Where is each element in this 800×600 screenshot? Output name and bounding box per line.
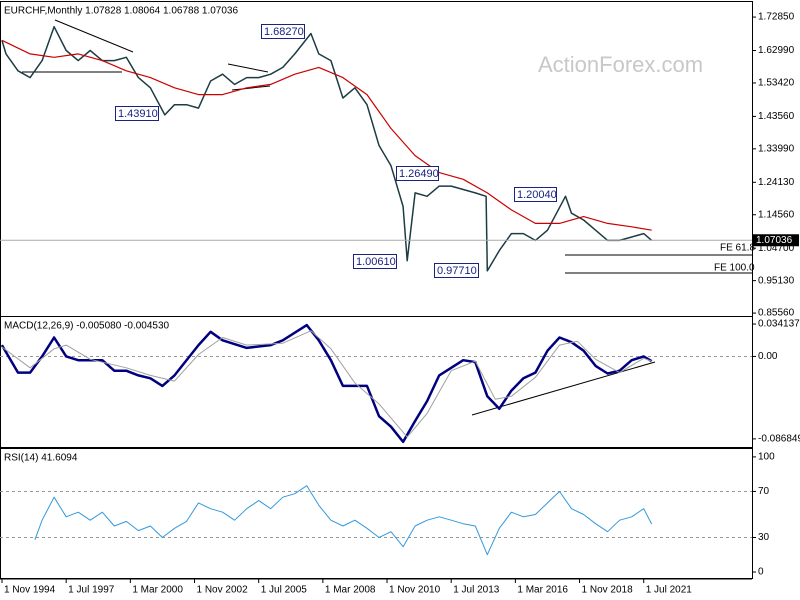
x-tick-label: 1 Mar 2016 [517,585,568,596]
x-tick-label: 1 Jul 1997 [68,585,115,596]
x-tick-label: 1 Nov 1994 [4,585,56,596]
y-tick-label: 0 [758,567,764,578]
x-tick-label: 1 Jul 2005 [261,585,308,596]
y-tick-label: 100 [758,452,775,463]
y-tick-label: 1.33990 [758,143,795,154]
panel-title: EURCHF,Monthly 1.07828 1.08064 1.06788 1… [4,6,238,17]
series-line [1,25,653,272]
annotation-box [434,263,479,278]
annotation: 1.20040 [517,189,557,201]
y-tick-label: 1.53420 [758,78,795,89]
y-tick-label: 0.95130 [758,275,795,286]
series-line [1,330,652,438]
last-price-box [753,234,799,247]
annotation: 1.43910 [118,108,158,120]
panel-frame [0,316,753,448]
y-tick-label: 0.034137 [758,319,800,330]
annotation-box [261,24,305,39]
level-label: FE 61.8 [720,243,755,254]
y-tick-label: 1.43560 [758,111,795,122]
watermark: ActionForex.com [538,52,703,77]
y-tick-label: 1.14560 [758,209,795,220]
y-tick-label: 0.00 [758,351,778,362]
x-tick-label: 1 Nov 2010 [389,585,441,596]
x-tick-label: 1 Mar 2000 [132,585,183,596]
trend-line [227,63,269,73]
annotation-box [115,106,159,121]
y-tick-label: 1.72850 [758,12,795,23]
level-label: FE 100.0 [714,263,755,274]
panel-title: RSI(14) 41.6094 [4,453,78,464]
series-line [34,485,653,556]
x-tick-label: 1 Jul 2013 [453,585,500,596]
x-tick-label: 1 Nov 2002 [197,585,249,596]
trend-line [231,85,271,91]
x-tick-label: 1 Jul 2021 [646,585,693,596]
x-tick-label: 1 Nov 2018 [582,585,634,596]
x-tick-label: 1 Mar 2008 [325,585,376,596]
panel-title: MACD(12,26,9) -0.005080 -0.004530 [4,321,170,332]
series-line [0,323,653,444]
annotation: 1.68270 [264,26,304,38]
annotation-box [353,254,397,269]
annotation: 0.97710 [437,265,477,277]
y-tick-label: 30 [758,532,770,543]
annotation-box [396,166,439,181]
y-tick-label: 0.85560 [758,308,795,319]
y-tick-label: -0.086849 [758,434,800,445]
annotation: 1.00610 [356,256,396,268]
annotation-box [514,187,557,202]
y-tick-label: 1.04700 [758,243,795,254]
series-line [1,39,652,231]
y-tick-label: 70 [758,486,770,497]
y-tick-label: 1.62990 [758,45,795,56]
trend-line [54,19,134,53]
drawings [22,19,752,416]
annotation: 1.26490 [399,168,439,180]
macd-trend-line [471,361,656,416]
last-price-label: 1.07036 [756,235,793,246]
y-tick-label: 1.24130 [758,177,795,188]
